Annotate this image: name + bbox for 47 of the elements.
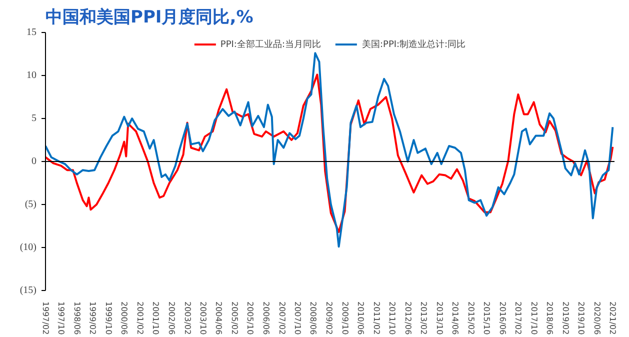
y-tick-label: (5) [24,199,37,210]
y-tick-label: (10) [20,242,37,253]
x-tick-label: 2005/10 [246,302,255,335]
x-tick-label: 2001/02 [136,302,145,335]
x-tick-label: 1997/02 [41,302,50,335]
x-tick-label: 2016/06 [498,302,507,335]
x-tick-label: 2021/02 [608,302,618,335]
x-tick-label: 2012/06 [403,302,412,335]
x-tick-label: 1999/02 [88,302,98,335]
x-tick-label: 2015/10 [482,302,492,335]
x-tick-label: 2000/06 [120,302,129,335]
legend-label: 美国:PPI:制造业总计:同比 [362,38,466,50]
x-tick-label: 2007/02 [277,302,286,335]
x-tick-label: 2003/02 [182,302,192,335]
x-tick-label: 2011/02 [372,302,381,335]
x-tick-label: 2019/02 [560,302,570,335]
y-tick-label: 0 [32,156,36,167]
y-tick-label: (15) [20,285,37,296]
y-tick-label: 15 [26,27,36,38]
x-tick-label: 2005/02 [230,302,240,335]
x-tick-label: 2013/02 [419,302,428,335]
x-tick-label: 2018/06 [545,302,554,335]
x-tick-label: 2004/06 [214,302,224,335]
x-tick-label: 2013/10 [434,302,444,335]
x-tick-label: 2019/10 [576,302,586,335]
legend-label: PPI:全部工业品:当月同比 [220,38,321,50]
y-tick-label: 5 [32,113,36,124]
x-tick-label: 2009/10 [340,302,350,335]
x-tick-label: 2008/06 [308,302,318,335]
x-tick-label: 2002/06 [166,302,176,335]
x-tick-label: 1997/10 [56,302,66,335]
x-tick-label: 1998/06 [72,302,82,335]
x-tick-label: 2006/06 [261,302,270,335]
x-tick-label: 2017/02 [514,302,523,335]
x-tick-label: 2007/10 [292,302,302,335]
chart-title: 中国和美国PPI月度同比,% [46,8,254,28]
x-tick-label: 2009/02 [324,302,334,335]
y-tick-label: 10 [26,70,36,81]
x-tick-label: 2020/06 [592,302,602,335]
x-tick-label: 2003/10 [198,302,208,335]
x-tick-label: 1999/10 [104,302,113,335]
x-tick-label: 2001/10 [151,302,160,335]
x-tick-label: 2014/06 [450,302,460,335]
x-tick-label: 2011/10 [387,302,396,335]
x-tick-label: 2010/06 [356,302,365,335]
x-tick-label: 2015/02 [466,302,476,335]
x-tick-label: 2017/10 [529,302,538,335]
